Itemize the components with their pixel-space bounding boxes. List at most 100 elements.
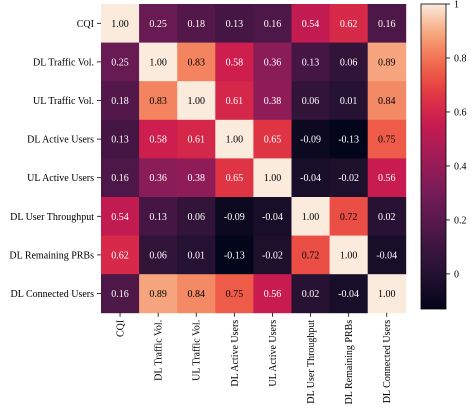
heatmap-cell bbox=[139, 81, 178, 121]
cell-value-label: -0.04 bbox=[300, 173, 321, 184]
cell-value-label: 0.38 bbox=[188, 173, 206, 184]
cell-value-label: 1.00 bbox=[302, 212, 320, 223]
cell-value-label: 0.58 bbox=[226, 57, 244, 68]
heatmap-cell bbox=[177, 119, 216, 159]
heatmap-cell bbox=[329, 119, 369, 159]
heatmap-cell bbox=[291, 42, 330, 82]
heatmap-cell bbox=[101, 4, 140, 43]
heatmap-cell bbox=[215, 81, 254, 121]
heatmap-cell bbox=[253, 81, 292, 121]
heatmap-cell bbox=[367, 235, 407, 275]
heatmap-cells: 1.00 0.25 0.18 0.13 0.16 0.54 0.62 0.16 0.25 1.00… bbox=[101, 4, 407, 314]
cell-value-label: 0.16 bbox=[111, 289, 129, 300]
heatmap-cell bbox=[101, 119, 140, 159]
heatmap-cell bbox=[139, 197, 178, 236]
heatmap-cell bbox=[177, 197, 216, 236]
x-tick-label: DL Active Users bbox=[230, 320, 241, 387]
heatmap-cell bbox=[177, 4, 216, 43]
cell-value-label: 0.56 bbox=[378, 173, 396, 184]
cell-value-label: 0.83 bbox=[149, 96, 167, 107]
cell-value-label: 0.06 bbox=[302, 96, 320, 107]
heatmap-cell bbox=[139, 4, 178, 43]
heatmap-cell bbox=[215, 274, 254, 314]
cell-value-label: 0.72 bbox=[340, 212, 358, 223]
cell-value-label: 0.18 bbox=[111, 96, 129, 107]
cell-value-label: 0.38 bbox=[264, 96, 282, 107]
heatmap-cell bbox=[101, 235, 140, 275]
y-tick-label: UL Traffic Vol. bbox=[33, 96, 94, 107]
colorbar-tick-label: 0 bbox=[454, 269, 459, 280]
cell-value-label: 0.54 bbox=[111, 212, 129, 223]
colorbar: 1 0.8 0.6 0.4 0.2 0 bbox=[420, 0, 467, 310]
heatmap-cell bbox=[215, 197, 254, 236]
heatmap-cell bbox=[253, 197, 292, 236]
x-tick-label: DL Connected Users bbox=[382, 320, 393, 404]
x-tick-label: UL Traffic Vol. bbox=[192, 320, 203, 381]
cell-value-label: -0.13 bbox=[338, 135, 359, 146]
colorbar-tick-label: 1 bbox=[454, 0, 459, 11]
heatmap-cell bbox=[139, 158, 178, 198]
cell-value-label: 1.00 bbox=[378, 289, 396, 300]
cell-value-label: -0.09 bbox=[300, 135, 321, 146]
heatmap-cell bbox=[215, 235, 254, 275]
cell-value-label: 0.01 bbox=[188, 250, 206, 261]
heatmap-cell bbox=[329, 158, 369, 198]
cell-value-label: 0.75 bbox=[226, 289, 244, 300]
cell-value-label: 0.13 bbox=[302, 57, 320, 68]
cell-value-label: 0.61 bbox=[188, 135, 206, 146]
cell-value-label: 0.06 bbox=[149, 250, 167, 261]
x-tick-label: CQI bbox=[116, 320, 127, 337]
heatmap-cell bbox=[177, 81, 216, 121]
heatmap-cell bbox=[329, 81, 369, 121]
y-tick-label: DL Connected Users bbox=[11, 289, 95, 300]
cell-value-label: -0.09 bbox=[224, 212, 245, 223]
cell-value-label: 0.54 bbox=[302, 19, 320, 30]
heatmap-cell bbox=[329, 235, 369, 275]
cell-value-label: 0.25 bbox=[111, 57, 129, 68]
heatmap-cell bbox=[139, 274, 178, 314]
cell-value-label: -0.04 bbox=[262, 212, 283, 223]
cell-value-label: 1.00 bbox=[226, 135, 244, 146]
heatmap-cell bbox=[215, 158, 254, 198]
heatmap-cell bbox=[253, 158, 292, 198]
cell-value-label: 0.62 bbox=[111, 250, 129, 261]
cell-value-label: 0.83 bbox=[188, 57, 206, 68]
heatmap-cell bbox=[367, 42, 407, 82]
cell-value-label: 0.02 bbox=[378, 212, 396, 223]
heatmap-cell bbox=[367, 274, 407, 314]
x-tick-labels: CQI DL Traffic Vol. UL Traffic Vol. DL Acti… bbox=[116, 312, 393, 404]
y-tick-label: DL Active Users bbox=[27, 135, 94, 146]
heatmap-cell bbox=[291, 119, 330, 159]
y-tick-labels: CQI DL Traffic Vol. UL Traffic Vol. DL Acti… bbox=[9, 19, 101, 300]
heatmap-cell bbox=[329, 197, 369, 236]
heatmap-cell bbox=[177, 274, 216, 314]
heatmap-cell bbox=[253, 42, 292, 82]
heatmap-cell bbox=[177, 42, 216, 82]
heatmap-cell bbox=[101, 274, 140, 314]
cell-value-label: 0.84 bbox=[188, 289, 206, 300]
heatmap-cell bbox=[367, 119, 407, 159]
cell-value-label: 0.72 bbox=[302, 250, 320, 261]
heatmap-cell bbox=[101, 197, 140, 236]
heatmap-cell bbox=[215, 4, 254, 43]
heatmap-cell bbox=[215, 119, 254, 159]
heatmap-cell bbox=[101, 42, 140, 82]
heatmap-cell bbox=[367, 81, 407, 121]
colorbar-tick-label: 0.2 bbox=[454, 215, 467, 226]
cell-value-label: 0.02 bbox=[302, 289, 320, 300]
y-tick-label: CQI bbox=[77, 19, 94, 30]
heatmap-cell bbox=[367, 158, 407, 198]
cell-value-label: 0.16 bbox=[264, 19, 282, 30]
cell-value-label: 1.00 bbox=[340, 250, 358, 261]
cell-value-label: 0.06 bbox=[340, 57, 358, 68]
heatmap-cell bbox=[177, 235, 216, 275]
cell-value-label: 0.13 bbox=[226, 19, 244, 30]
heatmap-cell bbox=[253, 235, 292, 275]
cell-value-label: 0.89 bbox=[149, 289, 167, 300]
cell-value-label: 0.18 bbox=[188, 19, 206, 30]
heatmap-cell bbox=[101, 158, 140, 198]
heatmap-cell bbox=[253, 119, 292, 159]
heatmap-cell bbox=[139, 42, 178, 82]
cell-value-label: 0.65 bbox=[264, 135, 282, 146]
